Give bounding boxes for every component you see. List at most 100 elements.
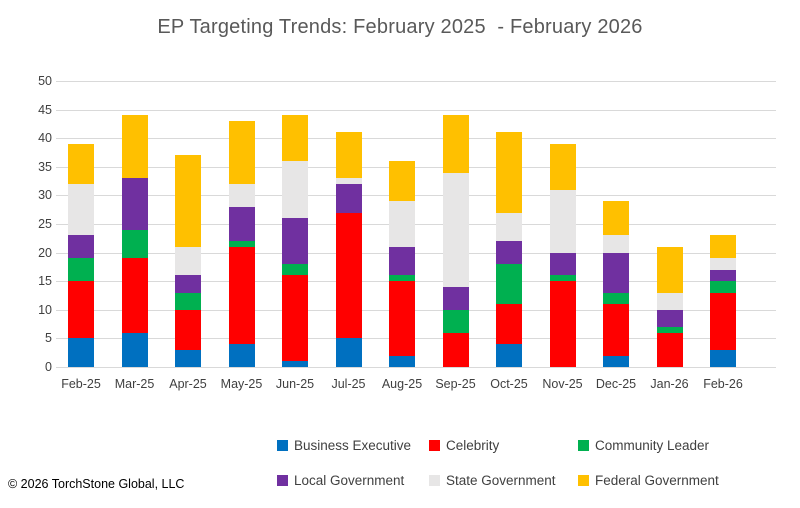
x-axis-label-jun-25: Jun-25: [275, 377, 315, 391]
bar-segment-local-government-feb-25: [68, 235, 94, 259]
legend-swatch-icon: [277, 440, 288, 451]
legend-swatch-icon: [429, 475, 440, 486]
bar-segment-business-executive-aug-25: [389, 355, 415, 367]
gridline: [56, 138, 776, 140]
x-axis-label-aug-25: Aug-25: [381, 377, 423, 391]
bar-segment-federal-government-jan-26: [656, 246, 683, 293]
gridline: [56, 166, 776, 168]
legend-item-federal-government: Federal Government: [578, 473, 719, 488]
bar-segment-community-leader-may-25: [228, 241, 255, 247]
x-axis-label-apr-25: Apr-25: [169, 377, 207, 391]
bar-segment-local-government-jun-25: [282, 218, 308, 265]
bar-segment-community-leader-oct-25: [496, 264, 522, 305]
y-axis-tick-label: 30: [38, 188, 52, 203]
bar-segment-business-executive-feb-25: [68, 338, 94, 367]
gridline: [56, 109, 776, 111]
bar-segment-state-government-sep-25: [442, 172, 469, 287]
x-axis-label-dec-25: Dec-25: [595, 377, 637, 391]
bar-segment-business-executive-dec-25: [603, 355, 629, 367]
bar-segment-celebrity-nov-25: [549, 281, 576, 367]
bar-segment-federal-government-jun-25: [282, 115, 308, 162]
bar-segment-community-leader-nov-25: [549, 275, 576, 282]
bar-segment-celebrity-mar-25: [121, 258, 148, 333]
legend-item-celebrity: Celebrity: [429, 438, 499, 453]
gridline: [56, 81, 776, 82]
y-axis-tick-label: 50: [38, 74, 52, 88]
bar-segment-state-government-jun-25: [282, 161, 308, 219]
bar-segment-celebrity-jun-25: [282, 275, 308, 362]
bar-segment-federal-government-oct-25: [496, 132, 522, 213]
bar-segment-local-government-may-25: [228, 206, 255, 242]
bar-segment-community-leader-aug-25: [389, 275, 415, 282]
bar-segment-local-government-jan-26: [656, 309, 683, 327]
x-axis-label-feb-26: Feb-26: [703, 377, 743, 391]
y-axis-tick-label: 15: [38, 274, 52, 289]
legend-swatch-icon: [429, 440, 440, 451]
x-axis-label-nov-25: Nov-25: [542, 377, 583, 391]
bar-segment-celebrity-sep-25: [442, 332, 469, 367]
gridline: [56, 281, 776, 283]
bar-segment-federal-government-may-25: [228, 121, 255, 184]
bar-segment-local-government-aug-25: [389, 246, 415, 276]
x-axis-label-jan-26: Jan-26: [650, 377, 689, 391]
bar-segment-community-leader-jun-25: [282, 264, 308, 276]
legend-item-community-leader: Community Leader: [578, 438, 709, 453]
legend-swatch-icon: [277, 475, 288, 486]
bar-segment-state-government-aug-25: [389, 201, 415, 247]
bar-segment-celebrity-aug-25: [389, 281, 415, 356]
legend-label: State Government: [446, 473, 556, 488]
legend-item-business-executive: Business Executive: [277, 438, 411, 453]
x-axis-label-sep-25: Sep-25: [435, 377, 476, 391]
bar-segment-state-government-may-25: [228, 183, 255, 207]
legend-label: Federal Government: [595, 473, 719, 488]
bar-segment-local-government-sep-25: [442, 286, 469, 310]
copyright-text: © 2026 TorchStone Global, LLC: [8, 477, 185, 491]
x-axis-label-feb-25: Feb-25: [61, 377, 101, 391]
bar-segment-federal-government-jul-25: [335, 132, 362, 179]
legend-item-state-government: State Government: [429, 473, 556, 488]
bar-segment-community-leader-dec-25: [603, 292, 629, 305]
bar-segment-state-government-nov-25: [549, 189, 576, 253]
y-axis-tick-label: 25: [38, 217, 52, 231]
chart-title: EP Targeting Trends: February 2025 - Feb…: [157, 16, 643, 38]
bar-segment-business-executive-apr-25: [175, 349, 201, 367]
gridline: [56, 252, 776, 254]
y-axis-tick-label: 20: [38, 245, 52, 260]
bar-segment-celebrity-feb-25: [68, 281, 94, 339]
legend-swatch-icon: [578, 475, 589, 486]
bar-segment-celebrity-may-25: [228, 246, 255, 345]
bar-segment-business-executive-feb-26: [710, 349, 736, 367]
bar-segment-federal-government-apr-25: [175, 155, 201, 247]
y-axis-tick-label: 5: [45, 331, 52, 346]
bar-segment-federal-government-aug-25: [389, 161, 415, 202]
bar-segment-local-government-dec-25: [603, 252, 629, 293]
legend-label: Community Leader: [595, 438, 710, 453]
bar-segment-state-government-jul-25: [335, 178, 362, 184]
bar-segment-local-government-oct-25: [496, 241, 522, 265]
bar-segment-federal-government-nov-25: [549, 143, 576, 190]
x-axis-label-may-25: May-25: [220, 377, 263, 391]
legend-label: Celebrity: [446, 438, 500, 453]
x-axis-label-mar-25: Mar-25: [114, 377, 155, 391]
bar-segment-business-executive-jun-25: [282, 361, 308, 367]
gridline: [56, 367, 776, 368]
bar-segment-state-government-jan-26: [656, 292, 683, 310]
bar-segment-community-leader-mar-25: [121, 229, 148, 259]
legend-label: Local Government: [294, 473, 405, 488]
bar-segment-state-government-apr-25: [175, 246, 201, 276]
bar-segment-community-leader-apr-25: [175, 292, 201, 310]
x-axis-label-jul-25: Jul-25: [331, 377, 366, 391]
bar-segment-celebrity-apr-25: [175, 309, 201, 350]
bar-segment-federal-government-sep-25: [442, 115, 469, 173]
bar-segment-federal-government-dec-25: [603, 201, 629, 236]
gridline: [56, 224, 776, 225]
bar-segment-celebrity-feb-26: [710, 292, 736, 350]
bar-segment-state-government-oct-25: [496, 212, 522, 242]
bar-segment-federal-government-feb-25: [68, 143, 94, 184]
gridline: [56, 195, 776, 197]
bar-segment-business-executive-may-25: [228, 344, 255, 367]
bar-segment-celebrity-jul-25: [335, 212, 362, 339]
y-axis-tick-label: 35: [38, 159, 52, 174]
y-axis-tick-label: 0: [45, 360, 52, 374]
